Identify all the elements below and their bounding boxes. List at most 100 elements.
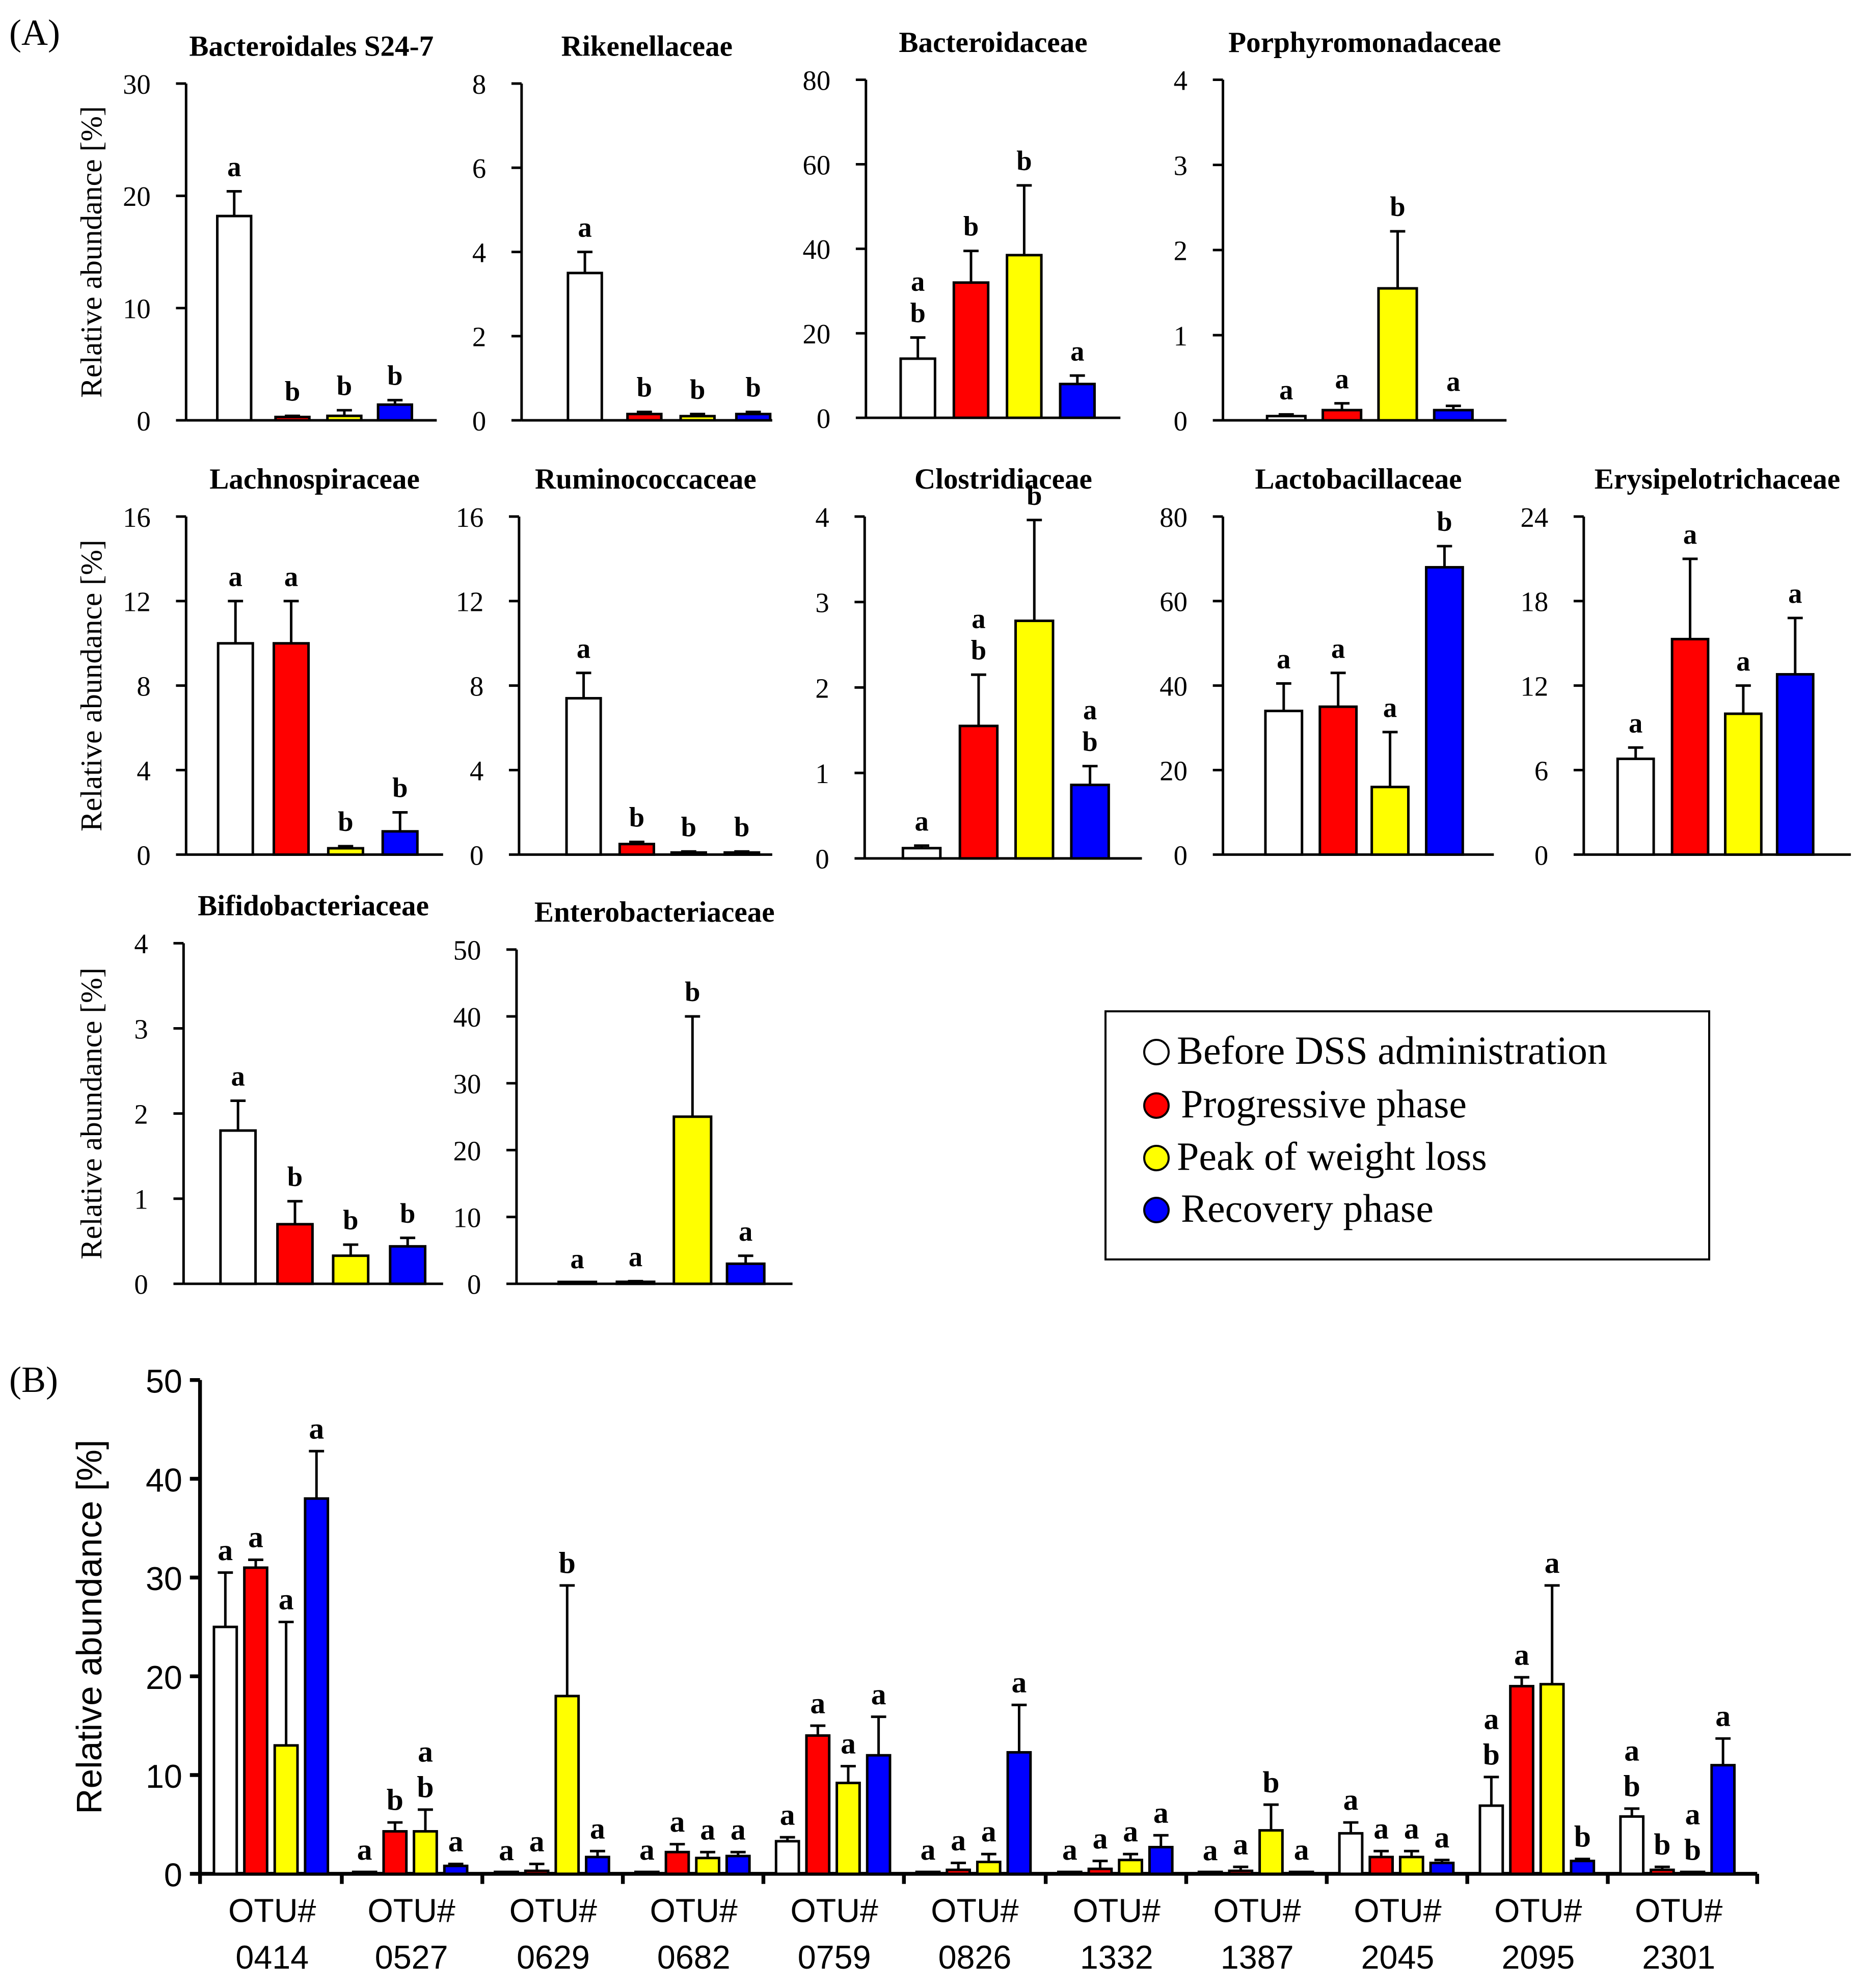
panel-label-b: (B) — [9, 1359, 58, 1400]
x-tick-label-number: 0527 — [375, 1939, 448, 1976]
significance-letter: a — [571, 1243, 584, 1274]
significance-letter: a — [418, 1734, 433, 1768]
significance-letter: a — [981, 1814, 996, 1848]
bar-progressive — [805, 1734, 831, 1875]
legend-frame — [1104, 1010, 1710, 1260]
y-tick-label: 8 — [470, 671, 483, 702]
bar-before — [774, 1840, 800, 1875]
significance-letter: a — [248, 1520, 263, 1554]
y-tick-label: 20 — [453, 1135, 481, 1166]
bar-peak — [1014, 620, 1055, 860]
bar-recovery — [1425, 566, 1464, 856]
x-tick-label-prefix: OTU# — [790, 1892, 878, 1929]
bar-before — [1616, 757, 1655, 856]
x-tick-label-prefix: OTU# — [509, 1892, 597, 1929]
chart-bifidobacteriaceae: Bifidobacteriaceae 0 1 2 3 4 Relative abundanc… — [74, 890, 443, 1300]
significance-letter: a — [629, 1241, 642, 1272]
y-tick-label: 0 — [815, 844, 829, 875]
bar-progressive — [952, 281, 990, 419]
y-tick-label: 4 — [472, 237, 486, 268]
x-tick-label-number: 1387 — [1221, 1939, 1294, 1976]
significance-letter: a — [1335, 363, 1348, 394]
y-tick-label: 20 — [146, 1659, 182, 1696]
y-tick-label: 80 — [1159, 502, 1188, 533]
significance-letter: b — [1624, 1769, 1640, 1803]
y-tick-label: 8 — [137, 671, 150, 702]
bar-before — [1265, 415, 1307, 422]
significance-letter: a — [700, 1812, 715, 1846]
x-tick-label-number: 1332 — [1080, 1939, 1153, 1976]
y-tick-label: 1 — [815, 758, 829, 789]
legend-label-before: Before DSS administration — [1177, 1028, 1607, 1072]
significance-letter: b — [387, 360, 402, 391]
bar-progressive — [1318, 705, 1358, 856]
y-tick-label: 60 — [1159, 586, 1188, 617]
y-tick-label: 2 — [815, 673, 829, 704]
significance-letter: a — [1383, 692, 1397, 723]
significance-letter: a — [780, 1797, 795, 1831]
chart-rikenellaceae: Rikenellaceae 0 2 4 6 8 a b b b — [472, 30, 772, 437]
y-tick-label: 10 — [146, 1758, 182, 1795]
bar-progressive — [382, 1830, 408, 1875]
y-tick-label: 2 — [134, 1098, 148, 1130]
significance-letter: a — [1446, 366, 1460, 397]
chart-title: Ruminococcaceae — [535, 463, 757, 495]
significance-letter: a — [1123, 1814, 1138, 1848]
bar-before — [1338, 1832, 1364, 1875]
y-tick-label: 2 — [472, 321, 486, 353]
significance-letter: a — [448, 1824, 464, 1858]
bar-recovery — [304, 1497, 330, 1875]
bar-peak — [976, 1861, 1002, 1875]
legend-entry-before: Before DSS administration — [1143, 1028, 1607, 1072]
significance-letter: a — [1083, 694, 1097, 726]
x-tick-label-number: 0826 — [938, 1939, 1012, 1976]
y-tick-label: 0 — [467, 1269, 481, 1300]
bar-progressive — [1368, 1856, 1394, 1875]
significance-letter: b — [1027, 480, 1042, 511]
y-tick-label: 1 — [1174, 320, 1188, 352]
x-tick-label-prefix: OTU# — [228, 1892, 316, 1929]
significance-letter: b — [559, 1546, 576, 1579]
y-tick-label: 1 — [134, 1184, 148, 1215]
y-tick-label: 18 — [1521, 586, 1549, 617]
bar-recovery — [381, 830, 419, 856]
significance-letter: a — [1294, 1833, 1309, 1866]
bar-before — [219, 1129, 257, 1285]
significance-letter: a — [590, 1811, 605, 1845]
significance-letter: a — [972, 603, 985, 634]
bar-recovery — [389, 1245, 427, 1285]
bar-progressive — [618, 843, 656, 856]
bar-peak — [1006, 254, 1043, 419]
y-tick-label: 40 — [803, 234, 831, 265]
legend-swatch-peak — [1143, 1145, 1170, 1171]
significance-letter: a — [284, 561, 298, 592]
significance-letter: a — [229, 561, 242, 592]
chart-title: Lactobacillaceae — [1255, 463, 1462, 495]
bar-recovery — [1006, 1751, 1032, 1875]
significance-letter: a — [639, 1833, 655, 1866]
significance-letter: b — [745, 372, 761, 403]
legend-swatch-progressive — [1143, 1092, 1170, 1119]
significance-letter: b — [681, 811, 696, 842]
bar-peak — [672, 1115, 713, 1285]
x-tick-label-number: 0414 — [235, 1939, 309, 1976]
x-tick-label-prefix: OTU# — [650, 1892, 738, 1929]
y-tick-label: 20 — [123, 181, 151, 212]
significance-letter: a — [577, 633, 590, 664]
y-tick-label: 0 — [1174, 840, 1188, 871]
y-axis-label: Relative abundance [%] — [74, 106, 108, 398]
bar-peak — [1377, 287, 1418, 422]
significance-letter: b — [637, 372, 652, 403]
significance-letter: a — [1153, 1795, 1169, 1829]
significance-letter: a — [921, 1833, 936, 1866]
bar-before — [212, 1625, 238, 1875]
bar-recovery — [376, 403, 414, 422]
y-tick-label: 24 — [1521, 502, 1549, 533]
bar-recovery — [725, 1855, 751, 1875]
x-tick-label-prefix: OTU# — [1073, 1892, 1161, 1929]
y-tick-label: 50 — [146, 1363, 182, 1400]
